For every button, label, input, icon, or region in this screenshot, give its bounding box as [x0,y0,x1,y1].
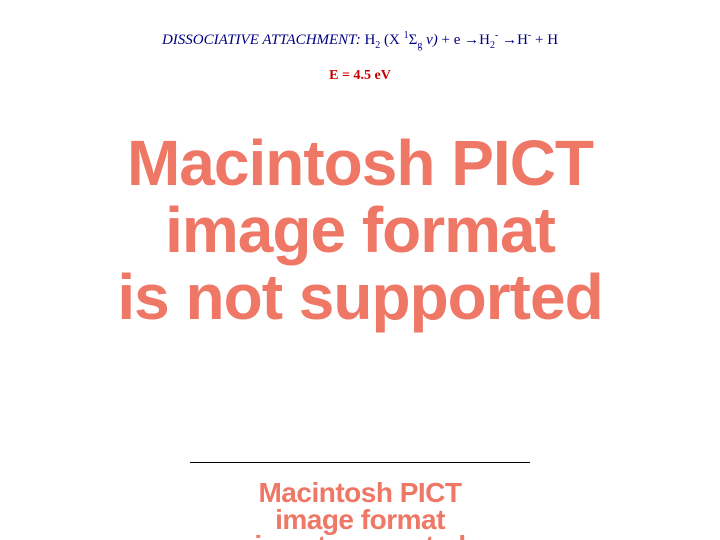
title-h2-b: H [479,32,490,48]
title-arrow1: → [464,32,479,48]
pict-unsupported-small: Macintosh PICT image format is not suppo… [60,480,660,540]
title-Hneg: H [517,32,528,48]
title-open-paren: (X [380,32,403,48]
energy-value: E = 4.5 eV [0,68,720,84]
slide-page: DISSOCIATIVE ATTACHMENT: H2 (X 1Σg ν) + … [0,0,720,540]
pict-small-line1: Macintosh PICT [60,480,660,507]
pict-main-line1: Macintosh PICT [70,130,650,197]
title-nu-close: ν) [422,32,441,48]
pict-small-line2: image format [60,507,660,534]
pict-main-line2: image format [70,197,650,264]
title-lead: DISSOCIATIVE ATTACHMENT: [162,32,365,48]
title-h2-a: H [364,32,375,48]
title-arrow2: → [502,32,517,48]
pict-small-line3: is not supported [60,533,660,540]
divider-line [190,462,530,463]
title-plus-H: + H [531,32,558,48]
reaction-title: DISSOCIATIVE ATTACHMENT: H2 (X 1Σg ν) + … [0,30,720,51]
pict-unsupported-main: Macintosh PICT image format is not suppo… [70,130,650,332]
title-plus-e: + e [442,32,465,48]
pict-main-line3: is not supported [70,264,650,331]
title-sub2-b: 2 [490,40,495,51]
